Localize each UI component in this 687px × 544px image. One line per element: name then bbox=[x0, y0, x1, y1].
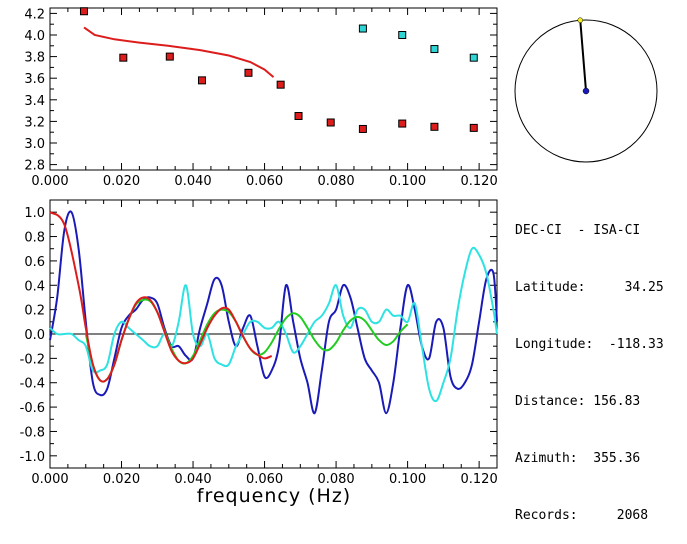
top-y-tick-label: 3.2 bbox=[24, 115, 45, 130]
azimuth-dial bbox=[514, 17, 658, 163]
top-point-cyan bbox=[469, 53, 478, 62]
bottom-x-tick-label: 0.040 bbox=[174, 472, 211, 487]
bottom-y-tick-label: -0.6 bbox=[20, 401, 45, 416]
top-point-red bbox=[165, 52, 174, 61]
top-x-tick-label: 0.100 bbox=[389, 174, 426, 189]
station-records: Records: 2068 bbox=[515, 508, 649, 523]
top-frame bbox=[49, 7, 498, 171]
top-x-tick-label: 0.060 bbox=[246, 174, 283, 189]
bottom-y-tick-label: 0.6 bbox=[24, 255, 45, 270]
top-point-red bbox=[79, 7, 88, 16]
top-point-red bbox=[469, 123, 478, 132]
top-x-tick-label: 0.020 bbox=[103, 174, 140, 189]
bottom-y-tick-label: -1.0 bbox=[20, 450, 45, 465]
bottom-series-blue bbox=[49, 210, 498, 415]
dial-circle bbox=[514, 19, 658, 163]
top-point-cyan bbox=[430, 45, 439, 54]
bottom-series-cyan bbox=[49, 246, 498, 403]
top-point-red bbox=[430, 122, 439, 131]
bottom-y-tick-label: 0.4 bbox=[24, 279, 45, 294]
top-fit-curve bbox=[83, 26, 275, 78]
bottom-y-tick-label: -0.4 bbox=[20, 377, 45, 392]
station-distance: Distance: 156.83 bbox=[515, 394, 641, 409]
top-point-red bbox=[119, 53, 128, 62]
top-point-red bbox=[276, 80, 285, 89]
top-y-tick-label: 3.6 bbox=[24, 72, 45, 87]
top-y-tick-label: 3.0 bbox=[24, 137, 45, 152]
top-x-tick-label: 0.040 bbox=[174, 174, 211, 189]
bottom-x-tick-label: 0.020 bbox=[103, 472, 140, 487]
top-point-red bbox=[326, 118, 335, 127]
bottom-x-tick-label: 0.120 bbox=[461, 472, 498, 487]
station-azimuth: Azimuth: 355.36 bbox=[515, 451, 641, 466]
dial-station-marker bbox=[577, 17, 584, 23]
dial-center-marker bbox=[582, 87, 590, 95]
bottom-y-tick-label: 0.8 bbox=[24, 231, 45, 246]
station-longitude: Longitude: -118.33 bbox=[515, 337, 664, 352]
bottom-x-tick-label: 0.060 bbox=[246, 472, 283, 487]
top-point-cyan bbox=[398, 31, 407, 39]
dial-azimuth-line bbox=[579, 20, 587, 92]
bottom-y-tick-label: 0.0 bbox=[24, 328, 45, 343]
top-y-tick-label: 4.0 bbox=[24, 29, 45, 44]
bottom-y-tick-label: 1.0 bbox=[24, 206, 45, 221]
bottom-x-tick-label: 0.000 bbox=[31, 472, 68, 487]
bottom-y-tick-label: 0.2 bbox=[24, 304, 45, 319]
figure: 0.000 0.020 0.040 0.060 0.080 0.100 0.120 2.8 3.… bbox=[20, 7, 658, 507]
top-y-tick-label: 2.8 bbox=[24, 159, 45, 174]
top-point-red bbox=[294, 112, 303, 120]
correlation-chart: 0.000 0.020 0.040 0.060 0.080 0.100 0.120 1.0 0.… bbox=[20, 199, 498, 487]
station-pair: DEC-CI - ISA-CI bbox=[515, 223, 641, 238]
top-y-tick-label: 3.4 bbox=[24, 94, 45, 109]
top-x-tick-label: 0.120 bbox=[461, 174, 498, 189]
bottom-y-tick-label: -0.8 bbox=[20, 425, 45, 440]
top-point-red bbox=[358, 124, 367, 133]
top-y-tick-label: 4.2 bbox=[24, 7, 45, 22]
bottom-x-tick-label: 0.100 bbox=[389, 472, 426, 487]
top-point-red bbox=[398, 119, 407, 128]
top-x-tick-label: 0.000 bbox=[31, 174, 68, 189]
top-point-red bbox=[244, 68, 253, 77]
station-info-panel: DEC-CI - ISA-CI Latitude: 34.25 Longitud… bbox=[515, 183, 664, 544]
bottom-series-red bbox=[49, 211, 273, 383]
bottom-x-tick-label: 0.080 bbox=[317, 472, 354, 487]
top-point-cyan bbox=[358, 24, 367, 33]
bottom-y-tick-label: -0.2 bbox=[20, 352, 45, 367]
top-x-tick-label: 0.080 bbox=[317, 174, 354, 189]
top-point-red bbox=[197, 76, 206, 85]
x-axis-label: frequency (Hz) bbox=[197, 485, 351, 507]
station-latitude: Latitude: 34.25 bbox=[515, 280, 664, 295]
phase-velocity-chart: 0.000 0.020 0.040 0.060 0.080 0.100 0.120 2.8 3.… bbox=[24, 7, 498, 189]
top-y-tick-label: 3.8 bbox=[24, 51, 45, 66]
